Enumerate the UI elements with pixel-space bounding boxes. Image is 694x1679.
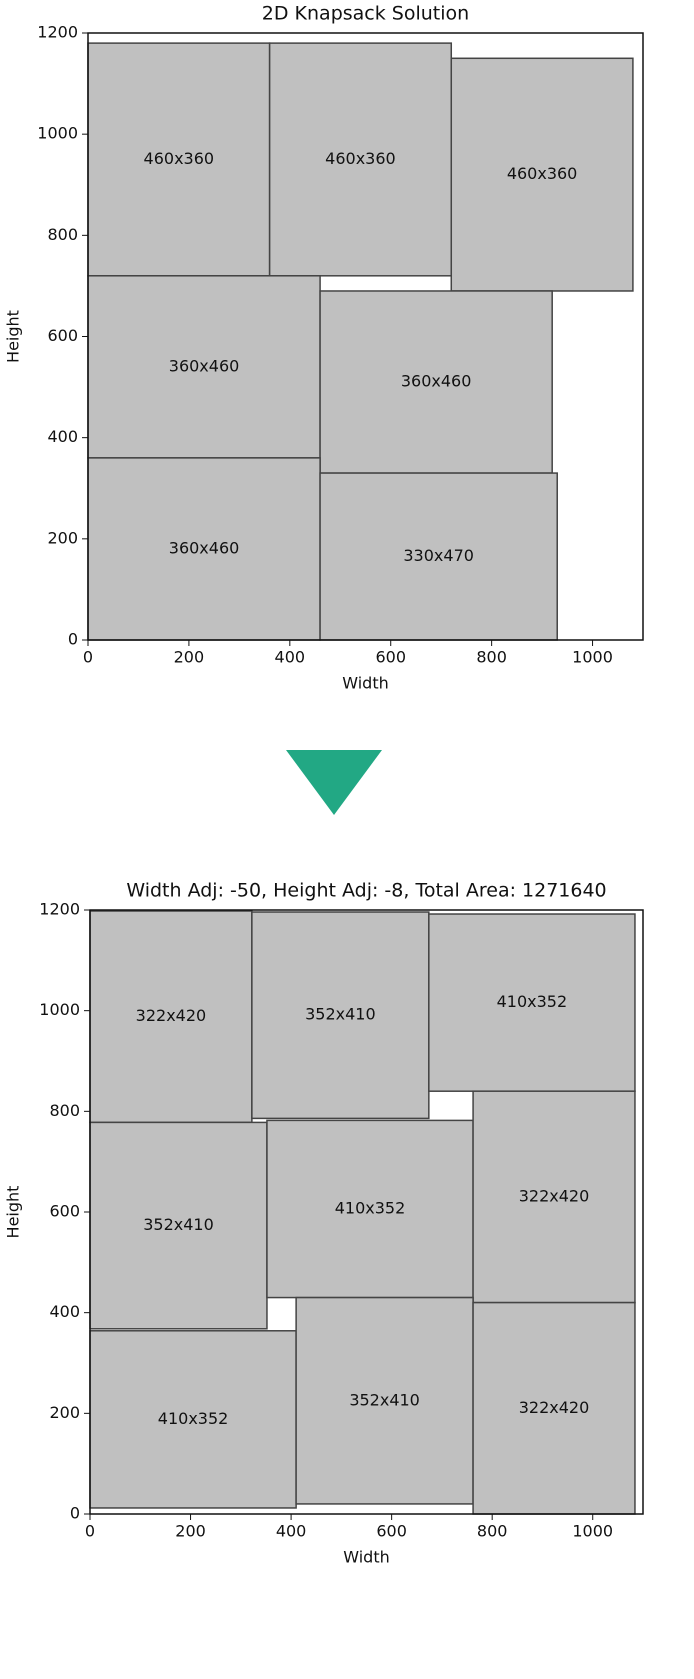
x-tick-label: 1000: [572, 648, 613, 667]
rect-label: 460x360: [144, 149, 215, 168]
x-tick-label: 400: [275, 648, 306, 667]
x-tick-label: 600: [376, 1522, 407, 1541]
y-tick-label: 400: [49, 1302, 80, 1321]
packed-rect: [319, 290, 553, 474]
y-tick-label: 1000: [39, 1000, 80, 1019]
packed-rect: [266, 1119, 474, 1299]
rect-label: 410x352: [497, 992, 568, 1011]
x-axis-label: Width: [342, 674, 388, 693]
rect-label: 352x410: [143, 1215, 214, 1234]
y-tick-label: 800: [47, 225, 78, 244]
packed-rect: [428, 913, 636, 1092]
rect-label: 410x352: [158, 1409, 229, 1428]
x-tick-label: 600: [375, 648, 406, 667]
packed-rect: [89, 1121, 268, 1330]
y-tick-label: 1200: [37, 23, 78, 42]
y-tick-label: 800: [49, 1101, 80, 1120]
rect-label: 322x420: [136, 1006, 207, 1025]
packed-rect: [87, 42, 271, 277]
rect-label: 352x410: [305, 1005, 376, 1024]
packed-rect: [472, 1090, 636, 1304]
rect-label: 322x420: [519, 1186, 590, 1205]
x-tick-label: 400: [276, 1522, 307, 1541]
y-axis-label: Height: [4, 1186, 23, 1239]
y-tick-label: 200: [49, 1403, 80, 1422]
y-tick-label: 600: [49, 1202, 80, 1221]
x-tick-label: 200: [175, 1522, 206, 1541]
rect-label: 410x352: [335, 1198, 406, 1217]
x-tick-label: 0: [83, 648, 93, 667]
rect-label: 360x460: [169, 356, 240, 375]
rect-label: 352x410: [349, 1390, 420, 1409]
rect-label: 460x360: [507, 164, 578, 183]
packed-rect: [87, 275, 321, 459]
rect-label: 360x460: [169, 538, 240, 557]
packed-rect: [450, 57, 634, 292]
chart-title: 2D Knapsack Solution: [262, 3, 469, 25]
chart-title: Width Adj: -50, Height Adj: -8, Total Ar…: [126, 880, 606, 902]
y-axis-label: Height: [4, 310, 23, 363]
arrow: [286, 750, 382, 815]
x-tick-label: 0: [85, 1522, 95, 1541]
packed-rect: [251, 911, 430, 1120]
rect-label: 322x420: [519, 1398, 590, 1417]
packed-rect: [268, 42, 453, 277]
packed-rect: [87, 457, 321, 641]
rect-label: 460x360: [325, 149, 396, 168]
rect-label: 330x470: [403, 546, 474, 565]
x-tick-label: 1000: [572, 1522, 613, 1541]
y-tick-label: 600: [47, 326, 78, 345]
x-tick-label: 800: [477, 1522, 508, 1541]
packed-rect: [89, 910, 253, 1124]
packed-rect: [295, 1296, 474, 1505]
y-tick-label: 200: [47, 528, 78, 547]
packed-rect: [89, 1330, 297, 1509]
y-tick-label: 400: [47, 427, 78, 446]
y-tick-label: 1200: [39, 900, 80, 919]
x-tick-label: 200: [174, 648, 205, 667]
y-tick-label: 1000: [37, 124, 78, 143]
x-tick-label: 800: [476, 648, 507, 667]
x-axis-label: Width: [343, 1548, 389, 1567]
y-tick-label: 0: [68, 630, 78, 649]
y-tick-label: 0: [70, 1504, 80, 1523]
rect-label: 360x460: [401, 372, 472, 391]
